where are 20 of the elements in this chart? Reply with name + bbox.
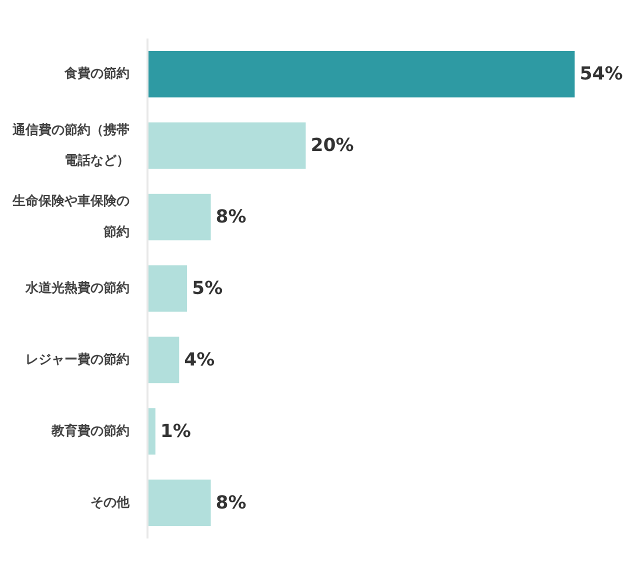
bar <box>148 336 180 384</box>
data-label: 8% <box>216 206 246 228</box>
bar <box>148 265 188 312</box>
y-tick-label: 食費の節約 <box>64 66 130 82</box>
data-label: 8% <box>216 492 246 514</box>
data-label: 4% <box>184 349 215 370</box>
bar <box>148 122 306 169</box>
category-label: 通信費の節約（携帯電話など） <box>12 122 130 169</box>
bar <box>148 480 211 526</box>
y-tick-label: 水道光熱費の節約 <box>24 280 130 296</box>
y-tick-label: その他 <box>90 495 130 510</box>
data-label: 5% <box>192 278 223 299</box>
y-tick-label: 教育費の節約 <box>50 422 130 439</box>
bar <box>148 51 575 98</box>
data-label: 1% <box>160 420 191 442</box>
category-label: 生命保険や車保険の節約 <box>12 194 130 240</box>
data-label: 20% <box>310 135 354 156</box>
y-tick-label: レジャー費の節約 <box>26 352 130 368</box>
bar <box>148 194 211 240</box>
data-label: 54% <box>580 64 623 85</box>
